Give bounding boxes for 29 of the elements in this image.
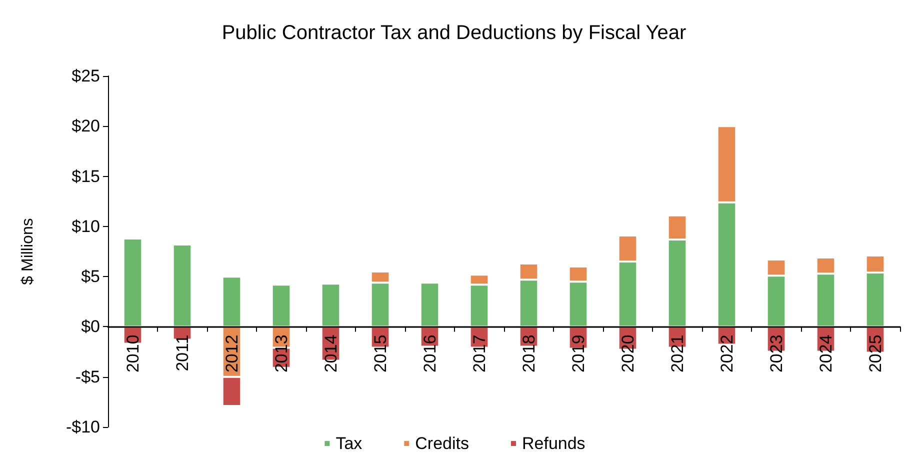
y-tick-label: $0 bbox=[81, 317, 100, 336]
x-tick-label: 2023 bbox=[766, 334, 786, 373]
x-tick-label: 2025 bbox=[866, 334, 885, 373]
y-tick-label: $5 bbox=[81, 267, 100, 286]
x-tick-label: 2011 bbox=[172, 334, 192, 372]
x-tick-label: 2020 bbox=[618, 334, 638, 373]
x-tick-label: 2010 bbox=[123, 334, 142, 373]
x-tick-label: 2012 bbox=[222, 334, 242, 373]
y-tick-label: -$10 bbox=[66, 418, 100, 436]
y-tick-label: -$5 bbox=[75, 367, 100, 386]
legend-label: Credits bbox=[415, 434, 470, 453]
y-tick-label: $15 bbox=[72, 166, 100, 186]
legend-label: Refunds bbox=[522, 434, 586, 453]
x-tick-label: 2017 bbox=[470, 334, 489, 373]
x-tick-label: 2022 bbox=[717, 334, 736, 373]
chart-title: Public Contractor Tax and Deductions by Fiscal Year bbox=[222, 22, 686, 44]
y-tick-label: $20 bbox=[72, 116, 100, 136]
x-tick-label: 2016 bbox=[420, 334, 440, 373]
y-axis-title: $ Millions bbox=[20, 218, 36, 285]
x-tick-label: 2014 bbox=[321, 334, 340, 373]
y-tick-label: $25 bbox=[72, 66, 100, 86]
x-tick-label: 2013 bbox=[272, 334, 291, 373]
x-tick-label: 2019 bbox=[568, 334, 588, 373]
x-tick-label: 2021 bbox=[668, 334, 687, 373]
x-tick-label: 2018 bbox=[519, 334, 538, 373]
x-tick-label: 2015 bbox=[370, 334, 390, 373]
legend-label: Tax bbox=[336, 434, 363, 453]
x-tick-label: 2024 bbox=[816, 334, 836, 373]
y-tick-label: $10 bbox=[72, 216, 100, 236]
